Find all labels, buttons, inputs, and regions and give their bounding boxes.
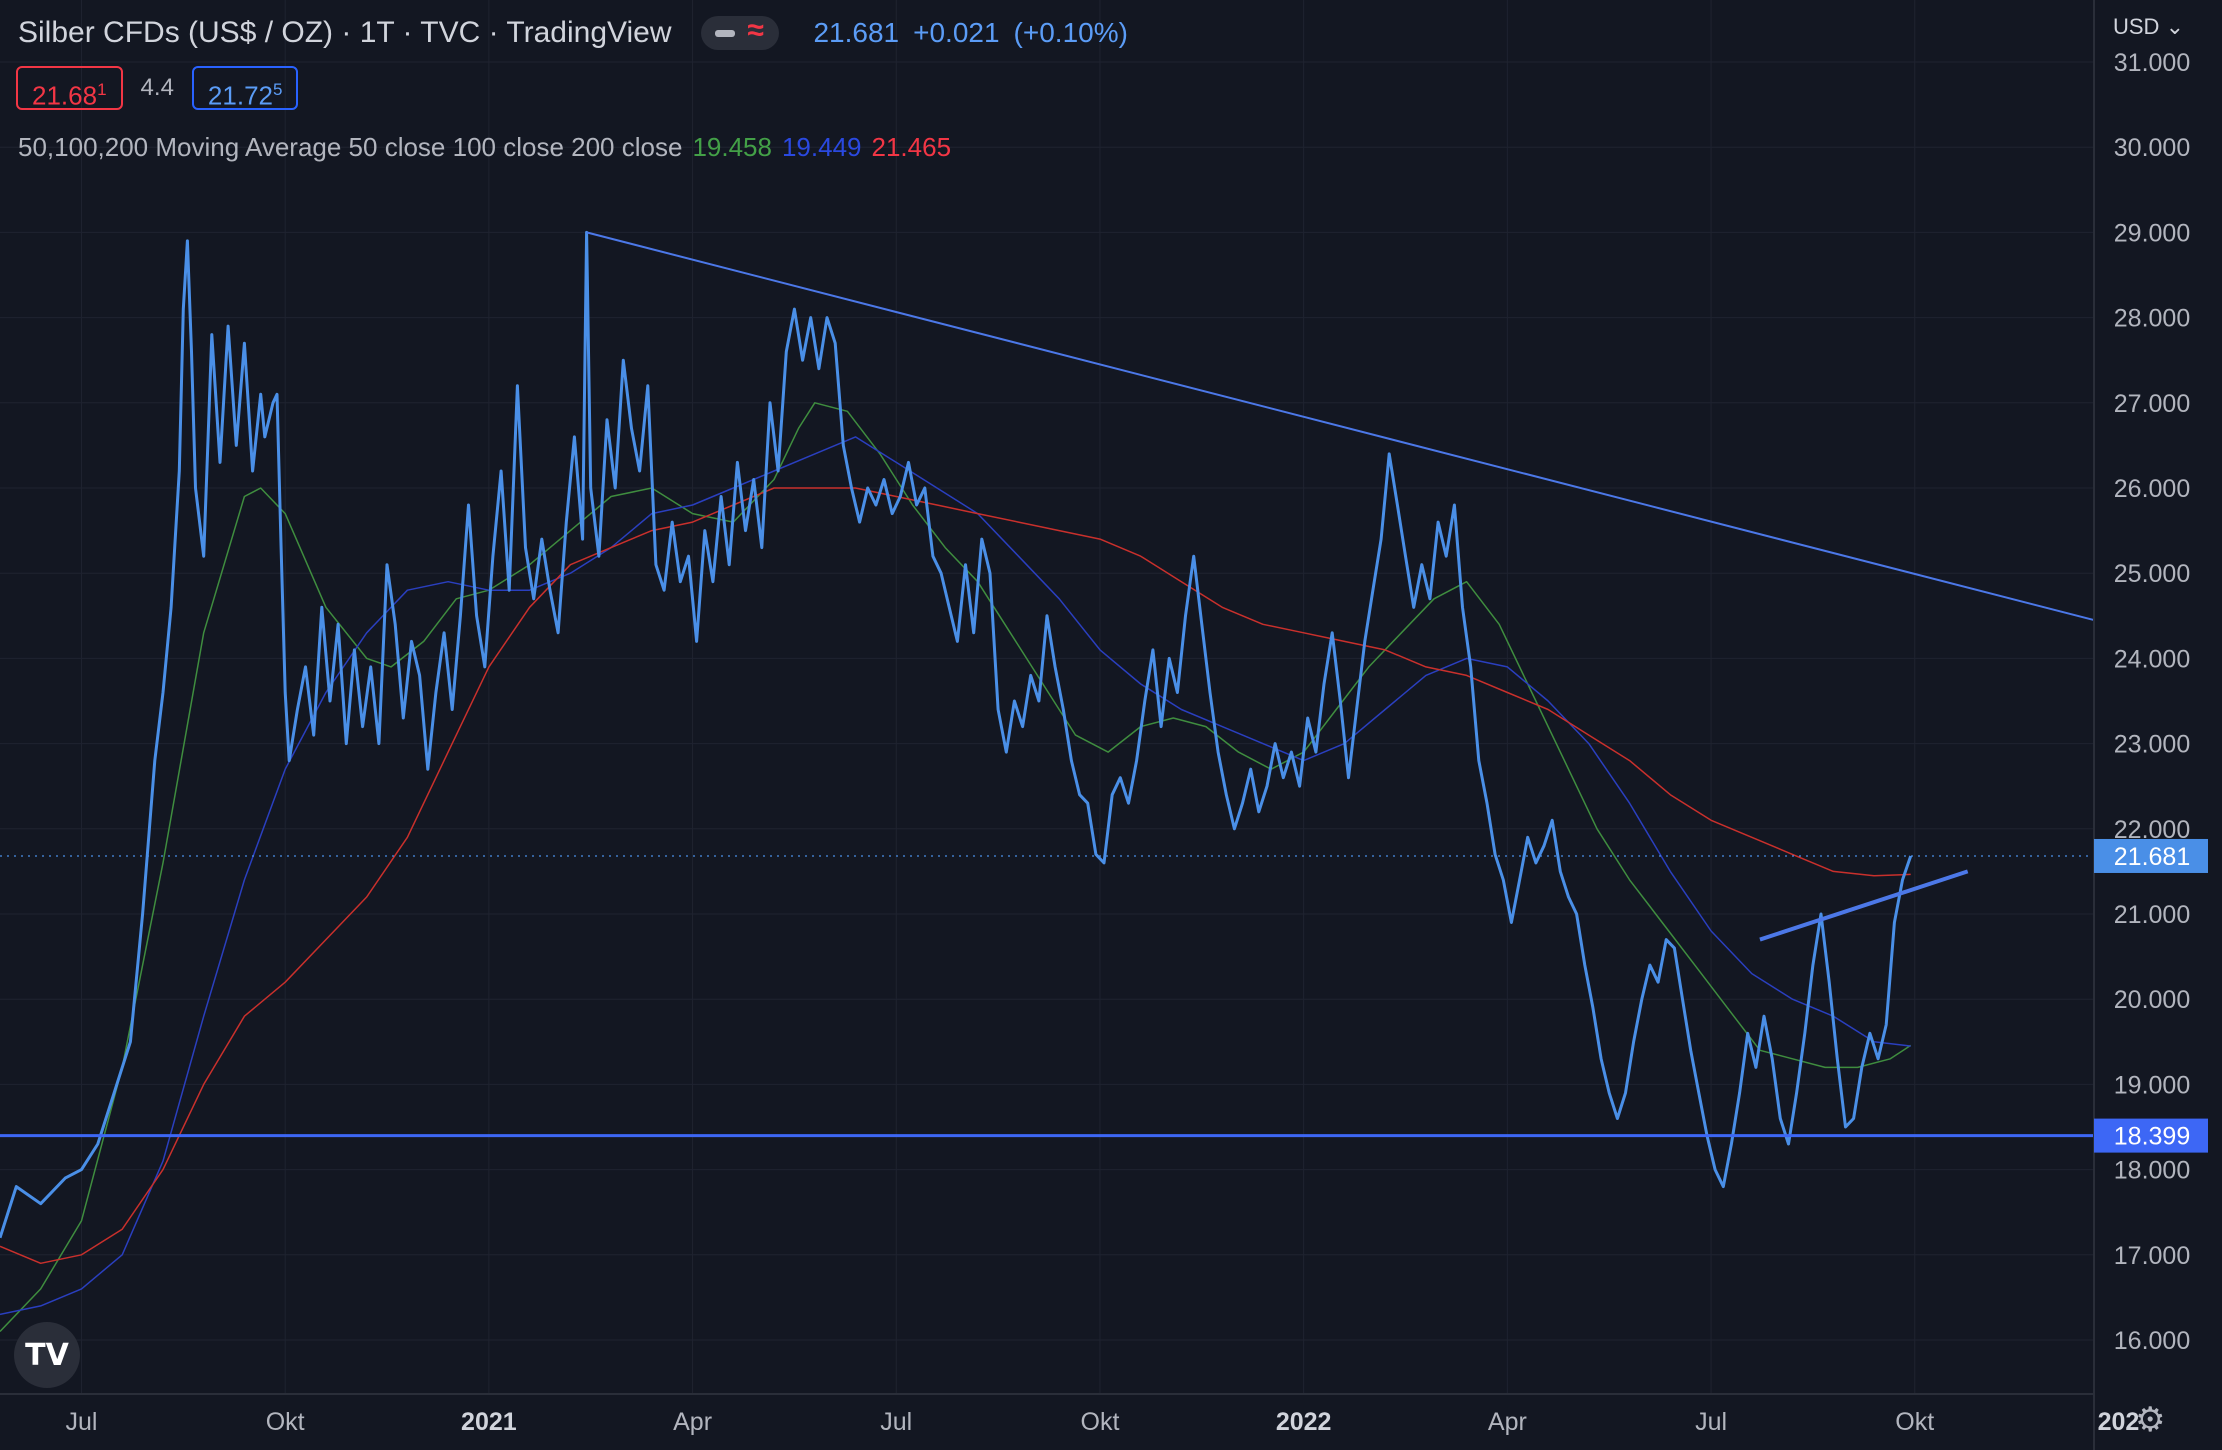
spread-value: 4.4	[140, 74, 174, 101]
indicator-legend[interactable]: 50,100,200 Moving Average 50 close 100 c…	[18, 132, 951, 163]
y-tick-label: 17.000	[2114, 1242, 2190, 1270]
x-tick-label: 2022	[1276, 1408, 1332, 1436]
minus-icon	[715, 30, 736, 37]
y-tick-label: 24.000	[2114, 645, 2190, 673]
tradingview-logo[interactable]: TV	[14, 1322, 80, 1388]
y-tick-label: 16.000	[2114, 1327, 2190, 1355]
bid-ask-row: 21.681 4.4 21.725	[16, 66, 299, 111]
title-row: Silber CFDs (US$ / OZ) · 1T · TVC · Trad…	[18, 14, 1142, 50]
last-price-line-label: 21.681	[2114, 843, 2190, 871]
y-tick-label: 30.000	[2114, 134, 2190, 162]
series-layer	[0, 230, 1913, 1333]
sell-button[interactable]: 21.681	[16, 66, 123, 111]
x-tick-label: Okt	[1081, 1408, 1120, 1436]
support-line-label: 18.399	[2114, 1123, 2190, 1151]
settings-icon[interactable]: ⚙	[2135, 1401, 2166, 1439]
y-tick-label: 21.000	[2114, 901, 2190, 929]
x-tick-label: 202	[2098, 1408, 2140, 1436]
y-tick-label: 29.000	[2114, 219, 2190, 247]
currency-label: USD	[2113, 14, 2160, 39]
y-tick-label: 20.000	[2114, 986, 2190, 1014]
buy-button[interactable]: 21.725	[191, 66, 299, 111]
x-tick-label: Okt	[266, 1408, 305, 1436]
wave-icon: ≈	[747, 14, 764, 47]
annotation-layer	[0, 231, 2095, 1138]
ask-price: 21.72	[207, 80, 273, 111]
series-silver-price	[0, 230, 1913, 1239]
y-tick-label: 25.000	[2114, 560, 2190, 588]
x-tick-label: Okt	[1895, 1408, 1934, 1436]
y-tick-label: 28.000	[2114, 305, 2190, 333]
series-ma-50	[0, 402, 1912, 1333]
bid-price: 21.68	[32, 80, 98, 111]
indicator-label: 50,100,200 Moving Average 50 close 100 c…	[18, 132, 683, 162]
ma100-value: 19.449	[781, 132, 862, 162]
grid	[0, 0, 2094, 1394]
y-tick-label: 23.000	[2114, 731, 2190, 759]
x-tick-label: Jul	[65, 1408, 97, 1436]
series-ma-100	[0, 436, 1911, 1316]
y-tick-label: 18.000	[2114, 1157, 2190, 1185]
chevron-down-icon: ⌄	[2165, 14, 2185, 39]
x-tick-label: Apr	[1488, 1408, 1527, 1436]
ask-price-pip: 5	[273, 80, 283, 99]
ma200-value: 21.465	[871, 132, 952, 162]
symbol-title[interactable]: Silber CFDs (US$ / OZ) · 1T · TVC · Trad…	[18, 16, 672, 49]
x-tick-label: Apr	[673, 1408, 712, 1436]
x-tick-label: 2021	[461, 1408, 517, 1436]
x-tick-label: Jul	[1695, 1408, 1727, 1436]
quote-info: 21.681 +0.021 (+0.10%)	[813, 17, 1141, 49]
support-line-label-bg	[2094, 1118, 2208, 1153]
upper-trendline	[586, 231, 2095, 622]
series-style-toggle[interactable]: ≈	[701, 14, 780, 50]
price-change-pct: (+0.10%)	[1013, 17, 1128, 48]
rising-trendline	[1759, 869, 1969, 942]
price-change: +0.021	[913, 17, 1000, 48]
currency-selector[interactable]: USD ⌄	[2113, 14, 2184, 40]
ma50-value: 19.458	[692, 132, 772, 162]
x-tick-label: Jul	[880, 1408, 912, 1436]
y-tick-label: 31.000	[2114, 49, 2190, 77]
last-price-line-label-bg	[2094, 838, 2208, 873]
y-tick-label: 19.000	[2114, 1071, 2190, 1099]
y-tick-label: 27.000	[2114, 390, 2190, 418]
bid-price-pip: 1	[97, 80, 107, 99]
y-tick-label: 26.000	[2114, 475, 2190, 503]
series-ma-200	[0, 487, 1911, 1265]
last-price: 21.681	[813, 17, 900, 48]
